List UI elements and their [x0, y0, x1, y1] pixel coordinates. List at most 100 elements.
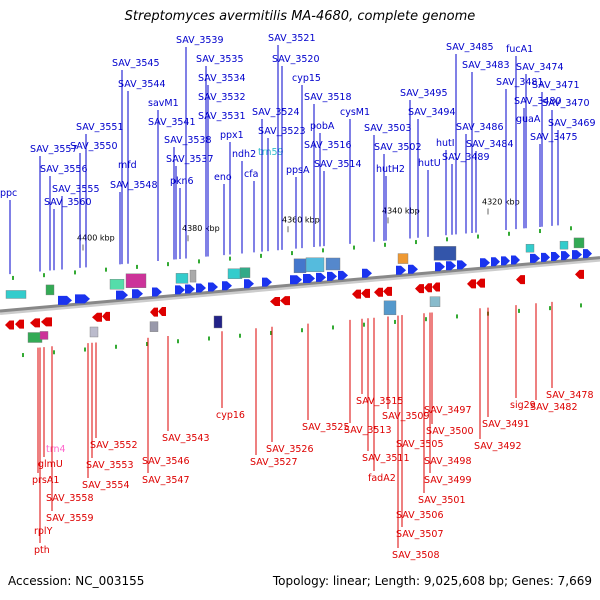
- feature-block: [45, 284, 55, 296]
- forward-gene-arrow: [446, 261, 456, 271]
- gene-label-sav-3494: SAV_3494: [408, 107, 456, 118]
- misc-feature-mark: [353, 245, 355, 250]
- feature-block: [125, 273, 147, 288]
- gene-label-sav-3546: SAV_3546: [142, 456, 190, 467]
- misc-feature-mark: [508, 231, 510, 236]
- forward-gene-arrow: [572, 250, 582, 260]
- gene-label-cyp15: cyp15: [292, 73, 321, 84]
- reverse-gene-arrow: [150, 307, 158, 317]
- misc-feature-mark: [477, 234, 479, 239]
- gene-label-sav-3560: SAV_3560: [44, 197, 92, 208]
- gene-label-fuca1: fucA1: [506, 44, 533, 55]
- gene-label-sav-3478: SAV_3478: [546, 390, 594, 401]
- gene-label-sav-3469: SAV_3469: [548, 118, 596, 129]
- misc-feature-mark: [394, 319, 396, 324]
- gene-label-sav-3495: SAV_3495: [400, 88, 448, 99]
- forward-gene-arrow: [290, 275, 302, 285]
- feature-block: [239, 267, 251, 278]
- gene-label-sav-3558: SAV_3558: [46, 493, 94, 504]
- backbone-shadow: [0, 257, 600, 315]
- gene-label-sav-3534: SAV_3534: [198, 73, 246, 84]
- feature-blocks-bottom: [27, 296, 441, 343]
- feature-block: [573, 237, 585, 249]
- forward-strand-genes: [58, 249, 592, 305]
- forward-gene-arrow: [457, 260, 467, 270]
- forward-gene-arrow: [152, 287, 162, 297]
- feature-block: [325, 257, 341, 271]
- forward-gene-arrow: [338, 270, 348, 280]
- misc-feature-marks: [12, 226, 582, 358]
- gene-label-sav-3544: SAV_3544: [118, 79, 166, 90]
- feature-block: [305, 257, 325, 272]
- forward-gene-arrow: [583, 249, 592, 259]
- misc-feature-mark: [570, 226, 572, 231]
- gene-label-sav-3485: SAV_3485: [446, 42, 494, 53]
- gene-label-sav-3527: SAV_3527: [250, 457, 298, 468]
- gene-label-trn59: trn59: [258, 147, 284, 158]
- gene-label-sav-3502: SAV_3502: [374, 142, 422, 153]
- gene-label-sav-3498: SAV_3498: [424, 456, 472, 467]
- feature-block: [559, 240, 569, 250]
- gene-label-ppsa: ppsA: [286, 165, 310, 176]
- gene-label-hutu: hutU: [418, 158, 441, 169]
- forward-gene-arrow: [132, 289, 143, 299]
- gene-label-sav-3525: SAV_3525: [302, 422, 350, 433]
- backbone: [0, 256, 600, 315]
- reverse-labels: trn4 glmU prsA1 SAV_3558 SAV_3559 rplY pth SAV_…: [32, 301, 594, 561]
- misc-feature-mark: [415, 240, 417, 245]
- gene-label-sav-3508: SAV_3508: [392, 550, 440, 561]
- gene-label-sav-3538: SAV_3538: [164, 135, 212, 146]
- feature-block: [89, 326, 99, 338]
- reverse-gene-arrow: [516, 275, 525, 285]
- feature-block: [109, 279, 125, 290]
- gene-label-sav-3506: SAV_3506: [396, 510, 444, 521]
- gene-label-sav-3484: SAV_3484: [466, 139, 514, 150]
- gene-label-sav-3492: SAV_3492: [474, 441, 522, 452]
- genome-summary: Topology: linear; Length: 9,025,608 bp; …: [272, 574, 592, 588]
- gene-label-sav-3548: SAV_3548: [110, 180, 158, 191]
- forward-gene-arrow: [501, 256, 510, 266]
- gene-label-sav-3470: SAV_3470: [542, 98, 590, 109]
- gene-label-ppc: ppc: [0, 188, 17, 199]
- gene-label-sav-3541: SAV_3541: [148, 117, 196, 128]
- reverse-gene-arrow: [361, 288, 370, 298]
- gene-label-cyp16: cyp16: [216, 410, 245, 421]
- feature-block: [383, 300, 397, 316]
- reverse-gene-arrow: [424, 283, 432, 293]
- reverse-gene-arrow: [5, 320, 14, 330]
- gene-label-sav-3475: SAV_3475: [530, 132, 578, 143]
- reverse-gene-arrow: [575, 269, 584, 279]
- gene-label-sav-3550: SAV_3550: [70, 141, 118, 152]
- gene-label-sav-3555: SAV_3555: [52, 184, 100, 195]
- reverse-gene-arrow: [352, 289, 361, 299]
- forward-gene-arrow: [561, 251, 570, 261]
- gene-label-rply: rplY: [34, 526, 53, 537]
- gene-label-huth2: hutH2: [376, 164, 405, 175]
- axis-tick-label: 4380 kbp: [182, 224, 220, 233]
- forward-gene-arrow: [362, 268, 372, 278]
- forward-gene-arrow: [175, 285, 185, 295]
- misc-feature-mark: [239, 333, 241, 338]
- gene-label-sav-3553: SAV_3553: [86, 460, 134, 471]
- forward-gene-arrow: [551, 251, 560, 261]
- misc-feature-mark: [270, 330, 272, 335]
- gene-label-sav-3481: SAV_3481: [496, 77, 544, 88]
- reverse-gene-arrow: [15, 319, 24, 329]
- gene-label-ppx1: ppx1: [220, 130, 244, 141]
- gene-label-sav-3524: SAV_3524: [252, 107, 300, 118]
- map-title: Streptomyces avermitilis MA-4680, comple…: [124, 9, 476, 24]
- feature-block: [5, 290, 27, 299]
- gene-label-sav-3547: SAV_3547: [142, 475, 190, 486]
- misc-feature-mark: [446, 237, 448, 242]
- feature-block: [293, 258, 307, 274]
- misc-feature-mark: [229, 256, 231, 261]
- reverse-gene-arrow: [476, 278, 485, 288]
- misc-feature-mark: [208, 336, 210, 341]
- misc-feature-mark: [539, 229, 541, 234]
- misc-feature-mark: [115, 344, 117, 349]
- forward-gene-arrow: [396, 265, 406, 275]
- gene-label-sav-3514: SAV_3514: [314, 159, 362, 170]
- reverse-gene-arrow: [92, 312, 102, 322]
- misc-feature-mark: [84, 347, 86, 352]
